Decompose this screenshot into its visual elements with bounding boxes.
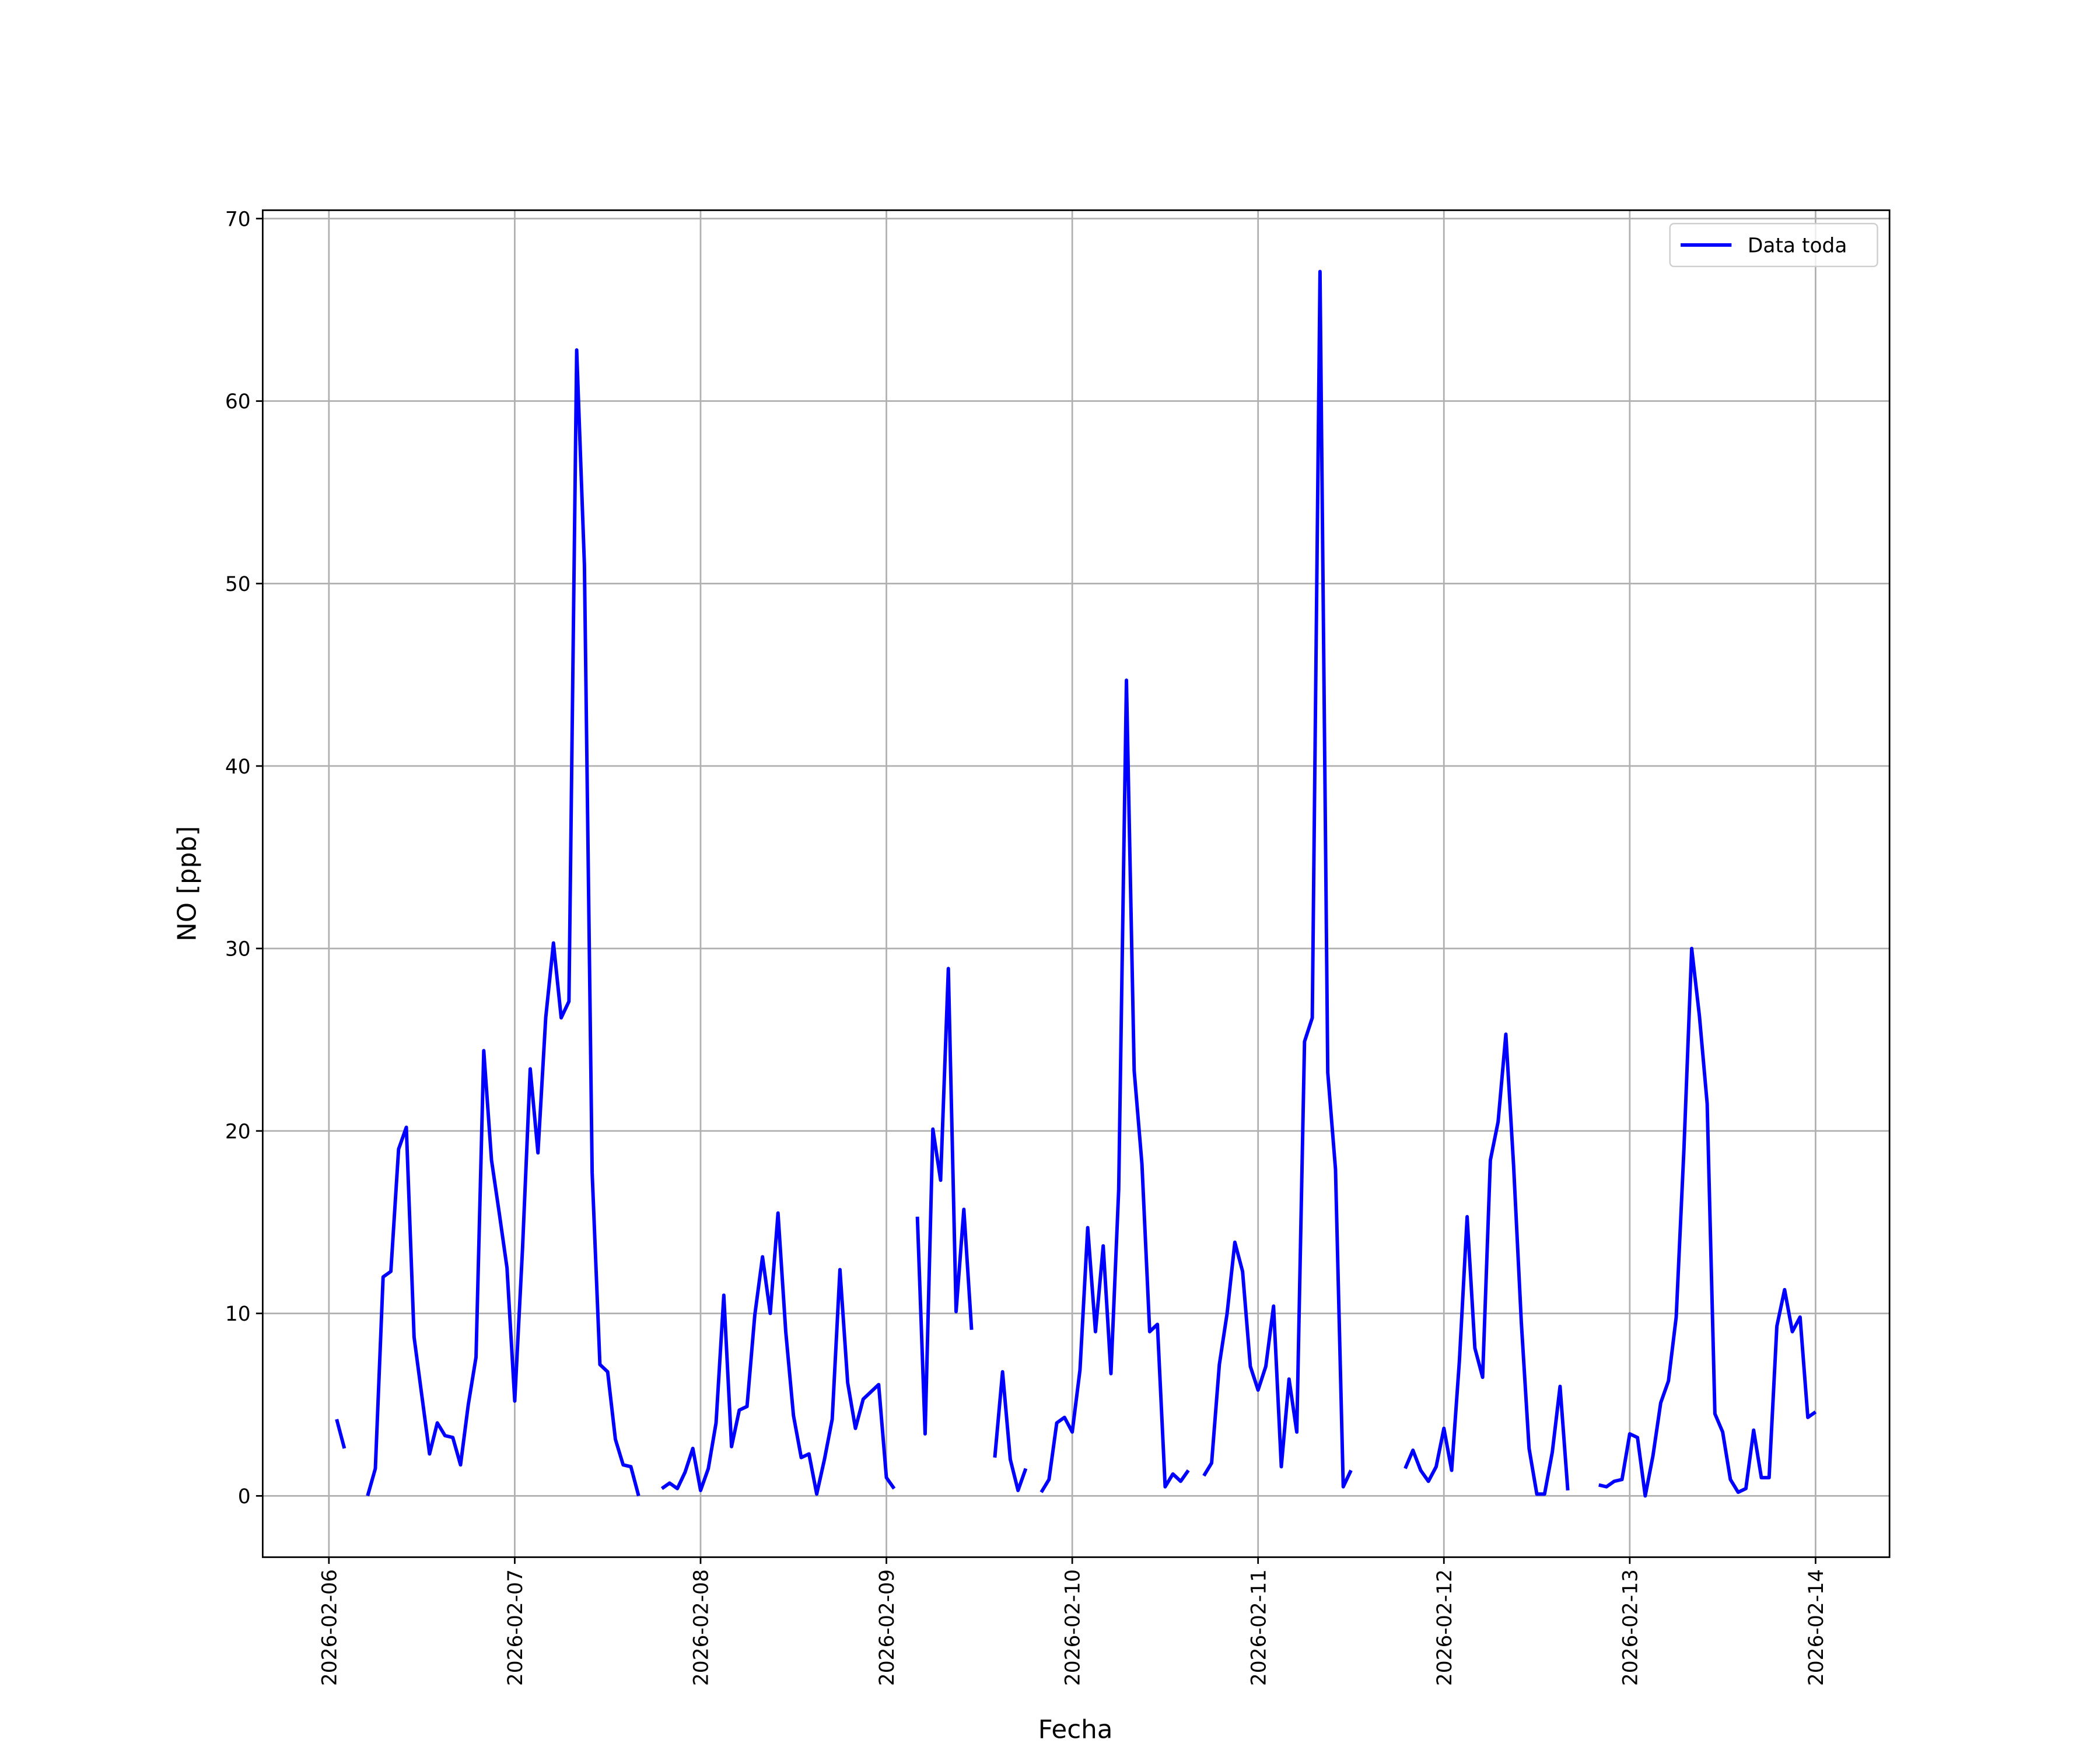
x-tick-label: 2026-02-09 [876,1569,899,1686]
data-line [660,1211,896,1496]
data-line [1404,1032,1570,1496]
y-tick-label: 10 [225,1303,251,1326]
data-line [1040,678,1190,1493]
data-line [366,348,640,1497]
x-tick-label: 2026-02-07 [504,1569,527,1686]
axes-frame [261,209,1891,1558]
y-tick-label: 60 [225,390,251,414]
legend: Data toda [1669,223,1878,267]
y-tick-label: 40 [225,755,251,779]
y-tick-label: 30 [225,938,251,961]
y-axis-label: NO [ppb] [173,826,202,942]
x-tick-label: 2026-02-14 [1805,1569,1828,1686]
x-tick-label: 2026-02-11 [1247,1569,1270,1686]
legend-label: Data toda [1748,235,1847,258]
x-tick-label: 2026-02-08 [690,1569,713,1686]
legend-box [1669,223,1878,267]
x-axis-label: Fecha [1038,1715,1113,1744]
x-tick-label: 2026-02-10 [1062,1569,1085,1686]
grid [262,210,1890,1558]
x-tick-label: 2026-02-12 [1433,1569,1457,1686]
y-tick-label: 20 [225,1120,251,1143]
x-tick-label: 2026-02-06 [318,1569,341,1686]
ticks: 0 10 20 30 40 50 60 70 2026-02-06 2026-02-07 2026-… [225,208,1828,1686]
data-line [915,967,974,1436]
y-tick-label: 70 [225,208,251,231]
data-line [1202,270,1353,1489]
plot-area [335,270,1817,1498]
data-line [335,1419,346,1449]
data-line [993,1370,1028,1492]
x-tick-label: 2026-02-13 [1619,1569,1642,1686]
y-tick-label: 50 [225,573,251,596]
data-line [1598,946,1817,1498]
y-tick-label: 0 [238,1485,251,1508]
